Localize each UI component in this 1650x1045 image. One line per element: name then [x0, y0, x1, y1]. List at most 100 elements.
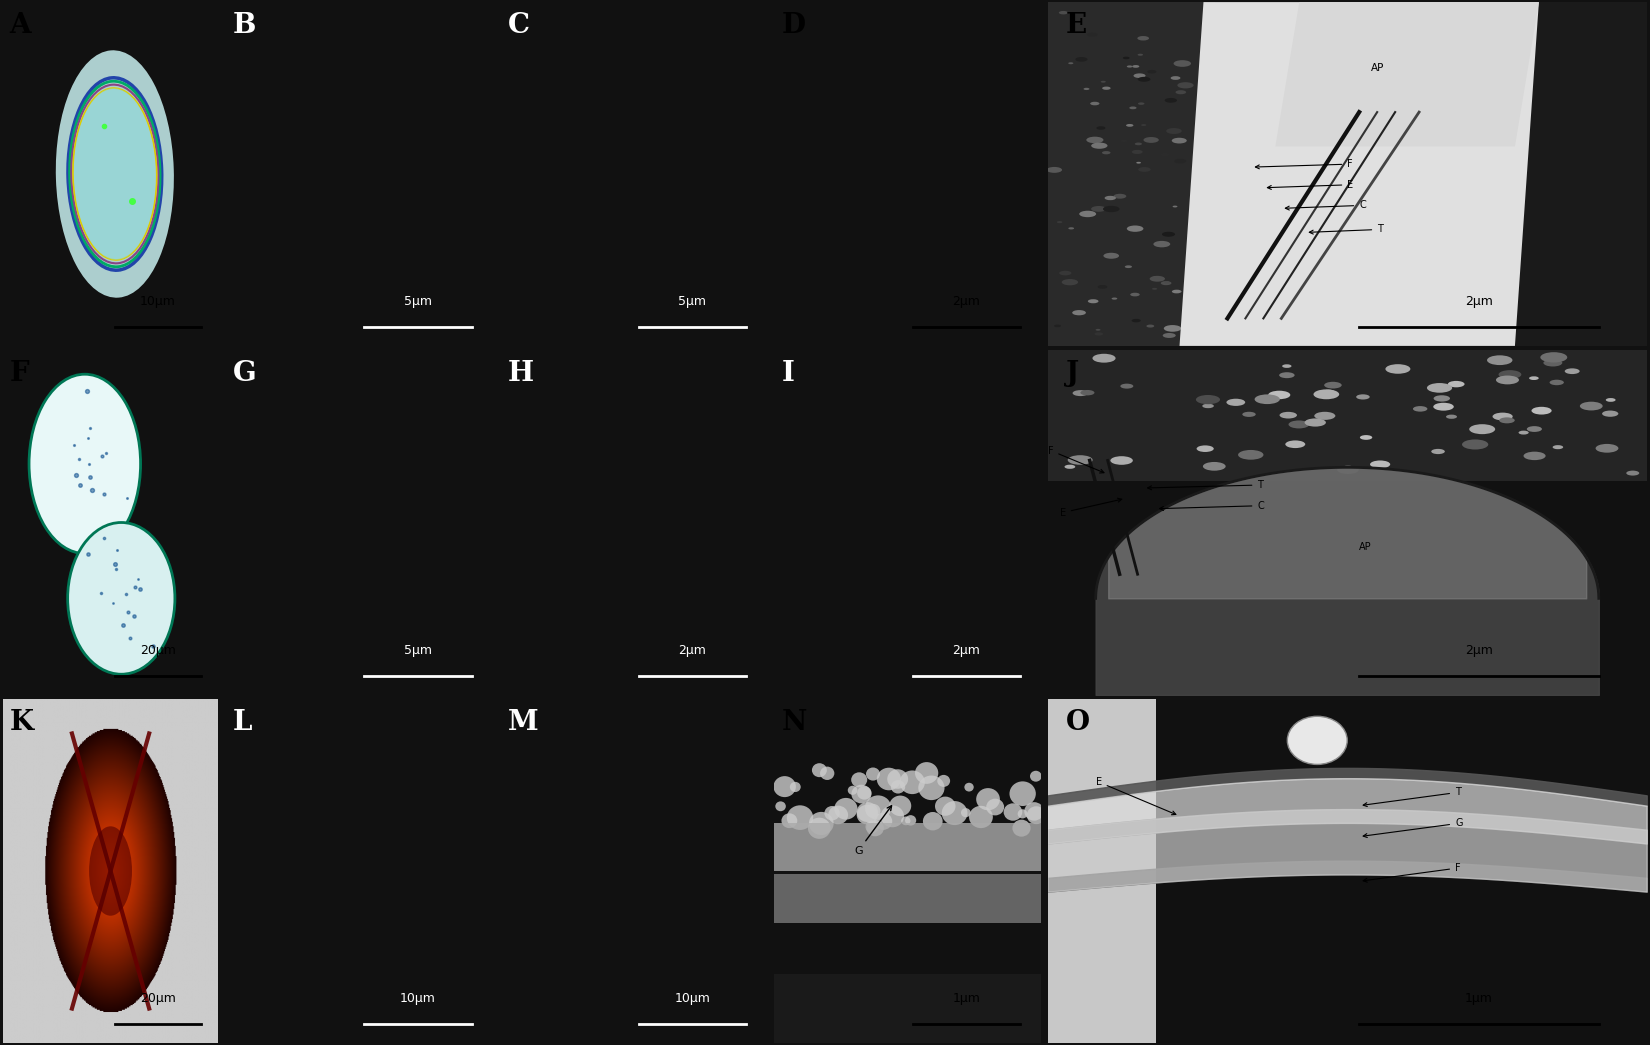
- Ellipse shape: [1096, 126, 1106, 130]
- Ellipse shape: [919, 775, 944, 800]
- Text: E: E: [1059, 498, 1122, 517]
- Ellipse shape: [901, 816, 911, 826]
- Ellipse shape: [1132, 65, 1138, 68]
- Ellipse shape: [1013, 819, 1031, 837]
- Ellipse shape: [1122, 56, 1130, 60]
- Text: 2μm: 2μm: [1465, 295, 1493, 308]
- Ellipse shape: [1285, 440, 1305, 448]
- Text: N: N: [782, 710, 807, 737]
- Ellipse shape: [1102, 206, 1120, 212]
- Ellipse shape: [1064, 465, 1076, 469]
- Ellipse shape: [1279, 372, 1295, 378]
- Ellipse shape: [937, 775, 950, 787]
- Ellipse shape: [1523, 451, 1546, 460]
- Text: 5μm: 5μm: [404, 295, 432, 308]
- Ellipse shape: [1445, 415, 1457, 419]
- Ellipse shape: [876, 768, 901, 790]
- Ellipse shape: [964, 783, 973, 791]
- Ellipse shape: [1125, 265, 1132, 269]
- Ellipse shape: [1094, 332, 1104, 335]
- Ellipse shape: [1110, 457, 1134, 465]
- Ellipse shape: [1553, 445, 1563, 449]
- Ellipse shape: [1186, 234, 1193, 236]
- Text: H: H: [508, 361, 535, 388]
- Text: T: T: [1363, 787, 1460, 807]
- Ellipse shape: [787, 806, 813, 830]
- Ellipse shape: [1092, 354, 1115, 363]
- Ellipse shape: [1134, 73, 1145, 78]
- Ellipse shape: [1190, 292, 1196, 294]
- Ellipse shape: [1282, 365, 1292, 368]
- Ellipse shape: [1091, 101, 1099, 106]
- Ellipse shape: [1072, 310, 1086, 316]
- Text: F: F: [10, 361, 30, 388]
- Ellipse shape: [808, 812, 833, 835]
- Ellipse shape: [1018, 809, 1028, 818]
- Ellipse shape: [1068, 63, 1074, 64]
- Ellipse shape: [1175, 159, 1186, 163]
- Ellipse shape: [977, 788, 1000, 810]
- Ellipse shape: [1596, 444, 1619, 452]
- Text: F: F: [1048, 445, 1104, 473]
- Text: D: D: [782, 13, 805, 40]
- Ellipse shape: [1238, 450, 1264, 460]
- Text: 1μm: 1μm: [952, 992, 980, 1005]
- Ellipse shape: [1030, 771, 1041, 782]
- Text: C: C: [1160, 501, 1264, 511]
- Ellipse shape: [89, 827, 132, 915]
- Ellipse shape: [848, 786, 858, 795]
- Text: B: B: [233, 13, 256, 40]
- Text: O: O: [1066, 710, 1091, 737]
- Ellipse shape: [808, 817, 830, 839]
- Text: G: G: [233, 361, 256, 388]
- Ellipse shape: [1325, 381, 1341, 389]
- Ellipse shape: [1102, 87, 1110, 90]
- Ellipse shape: [1132, 319, 1140, 322]
- Ellipse shape: [1046, 167, 1063, 172]
- Ellipse shape: [1137, 162, 1140, 164]
- Ellipse shape: [874, 813, 893, 830]
- Ellipse shape: [881, 806, 904, 828]
- Ellipse shape: [1195, 186, 1209, 191]
- Ellipse shape: [1305, 418, 1327, 426]
- Bar: [774, 822, 1041, 870]
- Ellipse shape: [828, 806, 848, 825]
- Polygon shape: [1180, 2, 1539, 346]
- Ellipse shape: [889, 795, 911, 816]
- Ellipse shape: [1153, 276, 1158, 278]
- Ellipse shape: [851, 785, 871, 804]
- Polygon shape: [1275, 2, 1539, 146]
- Ellipse shape: [1086, 137, 1104, 143]
- Ellipse shape: [906, 815, 916, 826]
- Ellipse shape: [1091, 206, 1106, 212]
- Text: 5μm: 5μm: [678, 295, 706, 308]
- Ellipse shape: [1287, 716, 1348, 765]
- Ellipse shape: [1627, 470, 1638, 475]
- Ellipse shape: [1279, 412, 1297, 419]
- Ellipse shape: [1137, 77, 1150, 82]
- Text: 2μm: 2μm: [952, 644, 980, 657]
- Text: J: J: [1066, 361, 1079, 388]
- Text: I: I: [782, 361, 795, 388]
- Ellipse shape: [1127, 66, 1132, 68]
- Ellipse shape: [1096, 329, 1101, 330]
- Ellipse shape: [1059, 10, 1068, 15]
- Ellipse shape: [1061, 279, 1077, 285]
- Ellipse shape: [1167, 129, 1181, 134]
- Bar: [774, 974, 1041, 1043]
- Ellipse shape: [1190, 233, 1206, 238]
- Ellipse shape: [891, 781, 906, 793]
- Ellipse shape: [1152, 305, 1163, 309]
- Ellipse shape: [1370, 461, 1391, 468]
- Ellipse shape: [987, 798, 1005, 815]
- Text: 2μm: 2μm: [952, 295, 980, 308]
- Bar: [774, 875, 1041, 923]
- Ellipse shape: [1434, 395, 1450, 401]
- Text: 10μm: 10μm: [140, 295, 175, 308]
- Ellipse shape: [1447, 381, 1465, 388]
- Ellipse shape: [1531, 407, 1551, 415]
- Text: M: M: [508, 710, 538, 737]
- Text: T: T: [1148, 480, 1264, 490]
- Ellipse shape: [820, 767, 835, 780]
- Ellipse shape: [1147, 325, 1155, 327]
